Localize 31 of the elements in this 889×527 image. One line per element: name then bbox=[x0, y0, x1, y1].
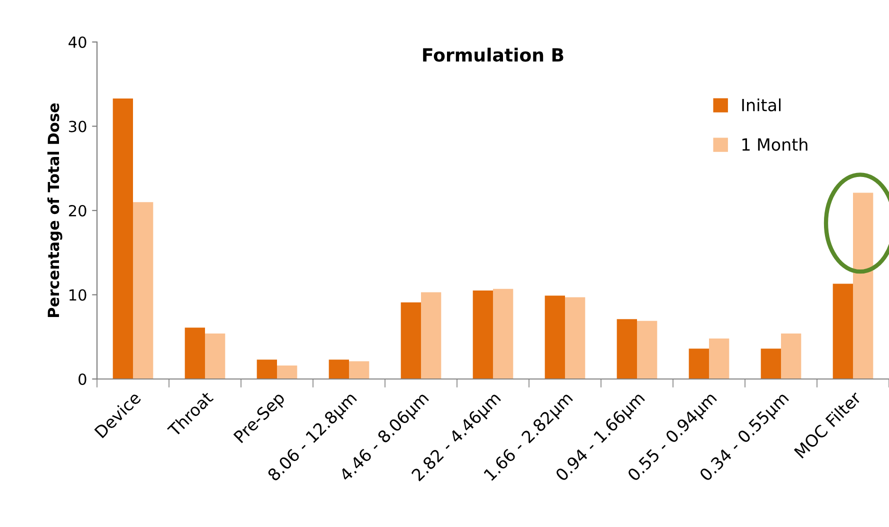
bar bbox=[760, 348, 781, 379]
bar bbox=[328, 360, 349, 379]
bar bbox=[544, 296, 565, 379]
legend-label: Inital bbox=[742, 98, 781, 112]
y-tick-label: 20 bbox=[68, 204, 86, 217]
bar bbox=[400, 302, 421, 379]
bar bbox=[256, 360, 277, 379]
bar bbox=[421, 292, 442, 379]
bar bbox=[493, 288, 514, 379]
bar bbox=[112, 98, 133, 379]
y-tick-label: 40 bbox=[68, 36, 86, 48]
bar bbox=[616, 319, 637, 379]
bar bbox=[472, 290, 493, 379]
y-tick-label: 30 bbox=[69, 120, 86, 132]
bar bbox=[853, 192, 874, 379]
bar bbox=[709, 338, 730, 379]
bar bbox=[349, 361, 370, 379]
bar bbox=[205, 334, 226, 379]
bar bbox=[565, 297, 586, 379]
bar bbox=[832, 284, 853, 379]
bar bbox=[133, 202, 154, 379]
bar bbox=[277, 366, 298, 379]
bar bbox=[637, 320, 658, 379]
bar bbox=[781, 334, 802, 379]
bar bbox=[184, 328, 205, 379]
legend-label: 1 Month bbox=[742, 138, 808, 151]
y-tick-label: 10 bbox=[70, 289, 86, 301]
chart-title: Formulation B bbox=[423, 48, 564, 62]
y-axis-title: Percentage of Total Dose bbox=[47, 103, 62, 317]
bar bbox=[688, 348, 709, 379]
y-tick-label: 0 bbox=[78, 373, 86, 386]
